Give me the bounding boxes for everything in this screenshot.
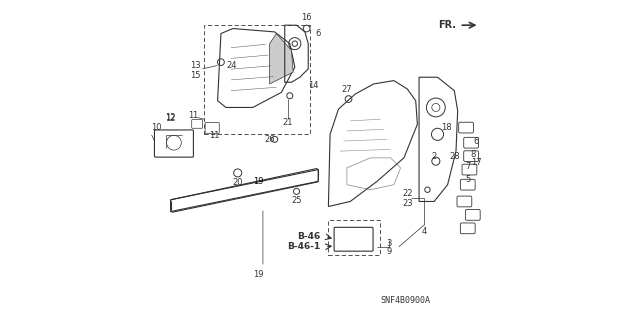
- Text: B-46-1: B-46-1: [287, 242, 320, 251]
- Text: 8: 8: [470, 150, 476, 159]
- Text: 6: 6: [474, 137, 479, 145]
- Text: 1: 1: [188, 111, 193, 120]
- Text: 19: 19: [253, 177, 263, 186]
- Text: 10: 10: [152, 122, 162, 132]
- Text: 26: 26: [264, 135, 275, 144]
- Text: 19: 19: [253, 270, 263, 279]
- Text: 5: 5: [465, 175, 470, 184]
- Polygon shape: [269, 33, 293, 84]
- Text: 6: 6: [315, 29, 321, 38]
- Text: 24: 24: [226, 61, 236, 70]
- Text: 14: 14: [308, 81, 319, 90]
- Text: SNF4B0900A: SNF4B0900A: [381, 296, 431, 305]
- Text: 13: 13: [190, 61, 201, 70]
- Text: 1: 1: [192, 111, 197, 120]
- Text: 28: 28: [449, 152, 460, 161]
- Text: 12: 12: [165, 113, 176, 122]
- Text: 4: 4: [422, 227, 427, 236]
- Text: 17: 17: [471, 158, 481, 167]
- Text: 12: 12: [165, 114, 176, 122]
- Text: 3: 3: [386, 239, 392, 248]
- Text: 9: 9: [386, 247, 392, 256]
- Text: 18: 18: [440, 123, 451, 132]
- Text: 15: 15: [190, 71, 201, 80]
- Text: 16: 16: [301, 13, 312, 22]
- Text: 20: 20: [232, 178, 243, 187]
- Text: 25: 25: [291, 197, 301, 205]
- Text: 11: 11: [209, 131, 220, 140]
- Text: 23: 23: [403, 199, 413, 208]
- Text: B-46: B-46: [297, 232, 320, 241]
- Text: 27: 27: [342, 85, 352, 94]
- Text: FR.: FR.: [438, 20, 456, 30]
- Text: 22: 22: [403, 189, 413, 197]
- Text: 7: 7: [465, 162, 470, 171]
- Text: 21: 21: [283, 118, 293, 127]
- Text: 2: 2: [431, 152, 436, 161]
